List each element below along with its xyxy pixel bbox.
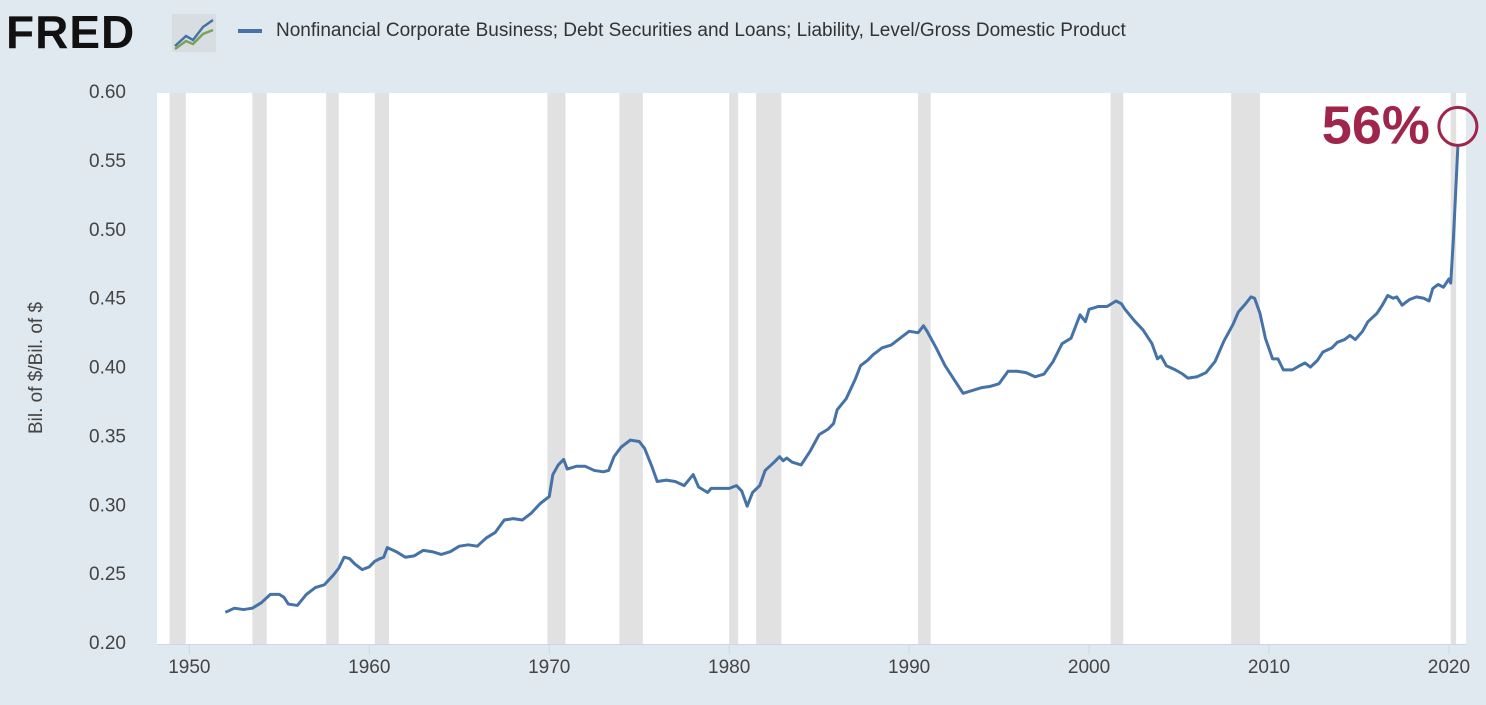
y-tick-label: 0.25 — [89, 564, 126, 585]
x-tick-label: 2010 — [1248, 657, 1290, 678]
x-tick-label: 1960 — [348, 657, 390, 678]
recession-band — [1110, 93, 1124, 644]
annotation-circle — [1437, 105, 1479, 147]
y-tick-label: 0.60 — [89, 82, 126, 103]
annotation: 56% — [1322, 96, 1430, 156]
series-line — [224, 145, 1460, 614]
x-tick-label: 2000 — [1068, 657, 1110, 678]
x-tick-label: 1950 — [168, 657, 210, 678]
recession-band — [252, 93, 267, 644]
y-tick-label: 0.20 — [89, 633, 126, 654]
recession-band — [547, 93, 566, 644]
recession-band — [918, 93, 931, 644]
logo-icon — [172, 14, 216, 52]
legend-label: Nonfinancial Corporate Business; Debt Se… — [276, 20, 1127, 41]
y-tick-label: 0.50 — [89, 220, 126, 241]
y-tick-label: 0.45 — [89, 289, 126, 310]
y-axis-label: Bil. of $/Bil. of $ — [26, 302, 47, 434]
y-tick-label: 0.30 — [89, 495, 126, 516]
x-tick-label: 1990 — [888, 657, 930, 678]
y-tick-label: 0.40 — [89, 358, 126, 379]
y-tick-label: 0.55 — [89, 151, 126, 172]
recession-band — [326, 93, 339, 644]
recession-band — [729, 93, 739, 644]
recession-band — [619, 93, 643, 644]
recession-band — [169, 93, 186, 644]
y-tick-label: 0.35 — [89, 426, 126, 447]
recession-band — [756, 93, 782, 644]
x-tick-label: 2020 — [1428, 657, 1470, 678]
logo: FRED — [6, 6, 135, 58]
x-tick-label: 1980 — [708, 657, 750, 678]
x-tick-label: 1970 — [528, 657, 570, 678]
recession-band — [1450, 93, 1457, 644]
recession-band — [1231, 93, 1260, 644]
recession-band — [374, 93, 390, 644]
